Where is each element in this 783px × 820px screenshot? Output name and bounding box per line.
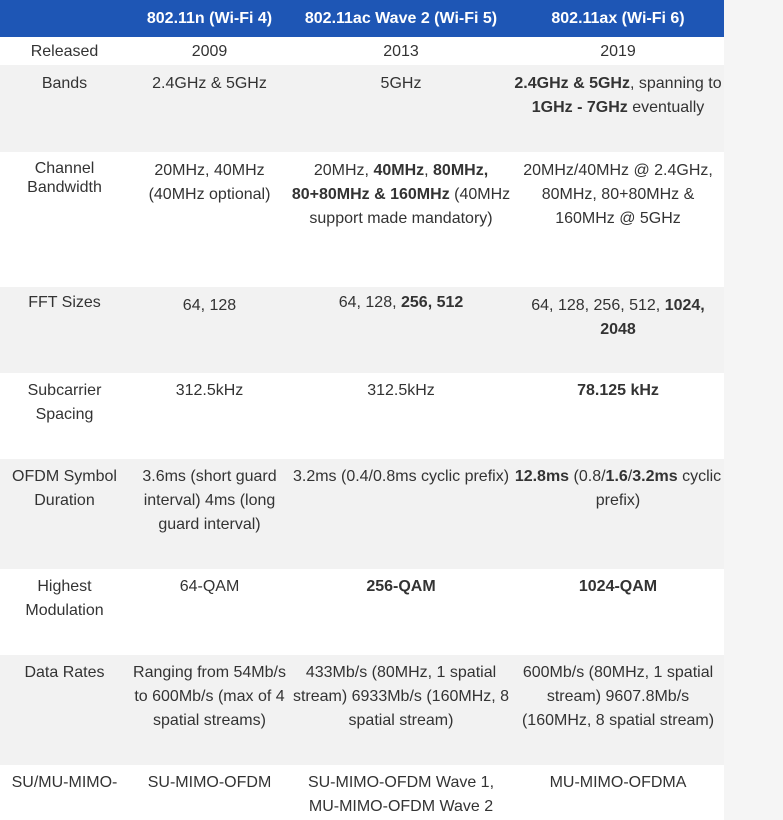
cell-released-wifi5: 2013 bbox=[290, 37, 512, 65]
cell-mimo-wifi6: MU-MIMO-OFDMA bbox=[512, 765, 724, 820]
row-label-subcarrier-spacing: Subcarrier Spacing bbox=[0, 373, 129, 459]
bands-wifi6-bold-1: 2.4GHz & 5GHz bbox=[514, 75, 630, 92]
cell-channel-bandwidth-wifi5: 20MHz, 40MHz, 80MHz, 80+80MHz & 160MHz (… bbox=[290, 152, 512, 287]
row-label-data-rates: Data Rates bbox=[0, 655, 129, 765]
table-row-released: Released 2009 2013 2019 bbox=[0, 37, 724, 65]
cell-data-rates-wifi4: Ranging from 54Mb/s to 600Mb/s (max of 4… bbox=[129, 655, 290, 765]
bands-wifi6-text-2: , spanning to bbox=[629, 75, 722, 92]
cell-data-rates-wifi5: 433Mb/s (80MHz, 1 spatial stream) 6933Mb… bbox=[290, 655, 512, 765]
cell-mimo-wifi5: SU-MIMO-OFDM Wave 1, MU-MIMO-OFDM Wave 2 bbox=[290, 765, 512, 820]
subcarrier-wifi6-bold: 78.125 kHz bbox=[577, 382, 659, 399]
row-label-mimo: SU/MU-MIMO- bbox=[0, 765, 129, 820]
cell-ofdm-wifi4: 3.6ms (short guard interval) 4ms (long g… bbox=[129, 459, 290, 569]
cell-fft-sizes-wifi5: 64, 128, 256, 512 bbox=[290, 287, 512, 373]
ofdm-wifi6-text-4: / bbox=[627, 468, 633, 485]
row-label-ofdm-symbol-duration: OFDM Symbol Duration bbox=[0, 459, 129, 569]
cell-channel-bandwidth-wifi6: 20MHz/40MHz @ 2.4GHz, 80MHz, 80+80MHz & … bbox=[512, 152, 724, 287]
cell-released-wifi4: 2009 bbox=[129, 37, 290, 65]
comparison-table-container: 802.11n (Wi-Fi 4) 802.11ac Wave 2 (Wi-Fi… bbox=[0, 0, 724, 820]
table-row-data-rates: Data Rates Ranging from 54Mb/s to 600Mb/… bbox=[0, 655, 724, 765]
modulation-wifi6-bold: 1024-QAM bbox=[578, 578, 658, 595]
ofdm-wifi6-bold-1: 12.8ms bbox=[514, 468, 570, 485]
row-label-released: Released bbox=[0, 37, 129, 65]
table-row-fft-sizes: FFT Sizes 64, 128 64, 128, 256, 512 64, … bbox=[0, 287, 724, 373]
cell-modulation-wifi6: 1024-QAM bbox=[512, 569, 724, 655]
cell-fft-sizes-wifi4: 64, 128 bbox=[129, 287, 290, 373]
fft-wifi5-bold-2: 256, 512 bbox=[401, 294, 464, 311]
bands-wifi6-bold-3: 1GHz - 7GHz bbox=[531, 99, 628, 116]
cell-modulation-wifi4: 64-QAM bbox=[129, 569, 290, 655]
table-row-subcarrier-spacing: Subcarrier Spacing 312.5kHz 312.5kHz 78.… bbox=[0, 373, 724, 459]
ofdm-wifi6-bold-5: 3.2ms bbox=[632, 468, 678, 485]
header-wifi5: 802.11ac Wave 2 (Wi-Fi 5) bbox=[290, 0, 512, 37]
fft-wifi6-text-1: 64, 128, 256, 512, bbox=[531, 297, 665, 314]
header-feature bbox=[0, 0, 129, 37]
cell-channel-bandwidth-wifi4: 20MHz, 40MHz (40MHz optional) bbox=[129, 152, 290, 287]
header-wifi6: 802.11ax (Wi-Fi 6) bbox=[512, 0, 724, 37]
cell-bands-wifi6: 2.4GHz & 5GHz, spanning to 1GHz - 7GHz e… bbox=[512, 65, 724, 152]
cell-bands-wifi4: 2.4GHz & 5GHz bbox=[129, 65, 290, 152]
wifi-comparison-table: 802.11n (Wi-Fi 4) 802.11ac Wave 2 (Wi-Fi… bbox=[0, 0, 724, 820]
cell-subcarrier-wifi5: 312.5kHz bbox=[290, 373, 512, 459]
cell-ofdm-wifi6: 12.8ms (0.8/1.6/3.2ms cyclic prefix) bbox=[512, 459, 724, 569]
table-header: 802.11n (Wi-Fi 4) 802.11ac Wave 2 (Wi-Fi… bbox=[0, 0, 724, 37]
cell-mimo-wifi4: SU-MIMO-OFDM bbox=[129, 765, 290, 820]
cell-subcarrier-wifi4: 312.5kHz bbox=[129, 373, 290, 459]
cell-ofdm-wifi5: 3.2ms (0.4/0.8ms cyclic prefix) bbox=[290, 459, 512, 569]
table-row-channel-bandwidth: Channel Bandwidth 20MHz, 40MHz (40MHz op… bbox=[0, 152, 724, 287]
ofdm-wifi6-text-2: (0.8/ bbox=[569, 468, 606, 485]
fft-wifi6-wrap: 64, 128, 256, 512, 1024, 2048 bbox=[513, 291, 723, 342]
channel-wifi5-text-1: 20MHz, bbox=[313, 162, 374, 179]
header-wifi4: 802.11n (Wi-Fi 4) bbox=[129, 0, 290, 37]
cell-fft-sizes-wifi6: 64, 128, 256, 512, 1024, 2048 bbox=[512, 287, 724, 373]
table-row-bands: Bands 2.4GHz & 5GHz 5GHz 2.4GHz & 5GHz, … bbox=[0, 65, 724, 152]
cell-data-rates-wifi6: 600Mb/s (80MHz, 1 spatial stream) 9607.8… bbox=[512, 655, 724, 765]
fft-wifi6-bold-2: 1024, 2048 bbox=[600, 297, 705, 338]
ofdm-wifi6-text-6: cyclic prefix) bbox=[595, 468, 722, 509]
bands-wifi6-text-4: eventually bbox=[627, 99, 705, 116]
table-row-mimo: SU/MU-MIMO- SU-MIMO-OFDM SU-MIMO-OFDM Wa… bbox=[0, 765, 724, 820]
cell-released-wifi6: 2019 bbox=[512, 37, 724, 65]
table-row-ofdm-symbol-duration: OFDM Symbol Duration 3.6ms (short guard … bbox=[0, 459, 724, 569]
header-row: 802.11n (Wi-Fi 4) 802.11ac Wave 2 (Wi-Fi… bbox=[0, 0, 724, 37]
modulation-wifi5-bold: 256-QAM bbox=[366, 578, 436, 595]
cell-subcarrier-wifi6: 78.125 kHz bbox=[512, 373, 724, 459]
channel-wifi5-text-3: , bbox=[424, 162, 434, 179]
channel-wifi5-bold-2: 40MHz bbox=[373, 162, 425, 179]
ofdm-wifi6-bold-3: 1.6 bbox=[605, 468, 628, 485]
row-label-channel-bandwidth: Channel Bandwidth bbox=[0, 152, 129, 287]
cell-modulation-wifi5: 256-QAM bbox=[290, 569, 512, 655]
row-label-fft-sizes: FFT Sizes bbox=[0, 287, 129, 373]
row-label-highest-modulation: Highest Modulation bbox=[0, 569, 129, 655]
row-label-bands: Bands bbox=[0, 65, 129, 152]
cell-bands-wifi5: 5GHz bbox=[290, 65, 512, 152]
table-row-highest-modulation: Highest Modulation 64-QAM 256-QAM 1024-Q… bbox=[0, 569, 724, 655]
fft-wifi4-text: 64, 128 bbox=[182, 297, 237, 314]
channel-wifi5-text-5: (40MHz support made mandatory) bbox=[309, 186, 511, 227]
fft-wifi5-text-1: 64, 128, bbox=[338, 294, 401, 311]
channel-wifi5-bold-4: 80MHz, 80+80MHz & 160MHz bbox=[291, 162, 489, 203]
table-body: Released 2009 2013 2019 Bands 2.4GHz & 5… bbox=[0, 37, 724, 820]
